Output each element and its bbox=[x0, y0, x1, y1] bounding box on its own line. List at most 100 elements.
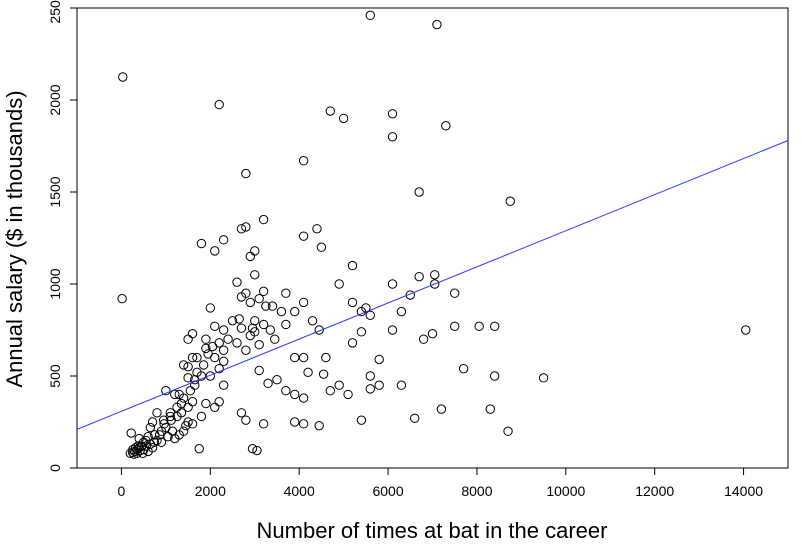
plot-frame bbox=[76, 7, 789, 469]
points-layer bbox=[117, 10, 751, 459]
data-point bbox=[241, 345, 251, 355]
data-point bbox=[303, 367, 313, 378]
data-point bbox=[183, 402, 193, 412]
data-point bbox=[245, 251, 256, 262]
data-point bbox=[185, 386, 196, 396]
data-point bbox=[396, 306, 407, 317]
data-point bbox=[314, 325, 324, 335]
data-point bbox=[343, 389, 353, 400]
data-point bbox=[245, 330, 256, 341]
data-point bbox=[236, 292, 247, 302]
data-point bbox=[290, 352, 300, 363]
data-point bbox=[134, 433, 144, 444]
data-point bbox=[236, 408, 247, 418]
data-point bbox=[265, 325, 276, 335]
data-point bbox=[247, 443, 258, 454]
data-point bbox=[356, 327, 367, 337]
data-point bbox=[161, 386, 171, 396]
data-point bbox=[450, 288, 460, 298]
data-point bbox=[410, 413, 420, 424]
data-point bbox=[276, 306, 287, 317]
data-point bbox=[432, 19, 442, 30]
data-point bbox=[117, 294, 127, 304]
data-point bbox=[241, 168, 251, 179]
data-point bbox=[272, 374, 282, 385]
data-point bbox=[396, 380, 407, 390]
x-tick-label: 12000 bbox=[635, 483, 674, 499]
data-point bbox=[298, 352, 309, 363]
data-point bbox=[281, 288, 291, 298]
y-tick-label: 500 bbox=[47, 364, 63, 388]
data-point bbox=[232, 338, 242, 348]
data-point bbox=[474, 321, 484, 332]
data-point bbox=[236, 224, 247, 234]
data-point bbox=[258, 319, 269, 330]
data-point bbox=[145, 422, 156, 433]
data-point bbox=[347, 338, 358, 348]
data-point bbox=[490, 321, 500, 332]
data-point bbox=[128, 444, 138, 455]
data-point bbox=[281, 386, 291, 396]
data-point bbox=[374, 354, 384, 365]
data-point bbox=[218, 235, 229, 245]
data-point bbox=[252, 445, 262, 456]
data-point bbox=[334, 279, 344, 289]
data-point bbox=[258, 286, 269, 297]
data-point bbox=[298, 393, 309, 403]
data-point bbox=[365, 371, 375, 381]
data-point bbox=[538, 373, 549, 383]
data-point bbox=[205, 303, 216, 313]
data-point bbox=[298, 297, 309, 308]
data-point bbox=[150, 430, 160, 440]
data-point bbox=[187, 397, 198, 407]
data-point bbox=[170, 433, 180, 444]
data-point bbox=[290, 389, 300, 400]
data-point bbox=[414, 271, 424, 282]
data-point bbox=[505, 196, 515, 206]
data-point bbox=[261, 301, 271, 311]
data-point bbox=[223, 334, 233, 344]
data-point bbox=[152, 408, 162, 418]
data-point bbox=[183, 334, 193, 344]
data-point bbox=[138, 448, 148, 458]
data-point bbox=[203, 349, 213, 359]
data-point bbox=[196, 411, 207, 422]
data-point bbox=[214, 99, 224, 110]
data-point bbox=[325, 386, 335, 396]
x-tick-label: 2000 bbox=[195, 483, 226, 499]
data-point bbox=[187, 352, 198, 363]
data-point bbox=[201, 398, 211, 409]
data-point bbox=[187, 328, 198, 339]
data-point bbox=[741, 325, 751, 335]
data-point bbox=[334, 380, 344, 390]
data-point bbox=[156, 437, 167, 447]
data-point bbox=[427, 328, 438, 339]
data-point bbox=[503, 426, 513, 436]
y-axis-title: Annual salary ($ in thousands) bbox=[2, 90, 27, 387]
data-point bbox=[263, 378, 273, 389]
data-point bbox=[234, 314, 244, 324]
data-point bbox=[387, 109, 398, 119]
data-point bbox=[387, 279, 398, 289]
data-point bbox=[347, 297, 358, 308]
data-point bbox=[347, 260, 358, 271]
data-point bbox=[210, 402, 220, 412]
data-point bbox=[356, 415, 367, 425]
x-tick-label: 14000 bbox=[724, 483, 763, 499]
x-tick-label: 4000 bbox=[284, 483, 315, 499]
data-point bbox=[318, 369, 329, 379]
data-point bbox=[316, 242, 327, 252]
data-point bbox=[314, 420, 324, 431]
data-point bbox=[183, 417, 193, 427]
data-point bbox=[290, 417, 300, 427]
y-tick-label: 2500 bbox=[47, 0, 63, 24]
data-point bbox=[170, 389, 180, 400]
x-tick-label: 10000 bbox=[546, 483, 585, 499]
data-point bbox=[436, 404, 447, 414]
data-point bbox=[183, 373, 193, 383]
data-point bbox=[321, 352, 331, 363]
data-point bbox=[430, 270, 440, 280]
data-point bbox=[458, 363, 469, 374]
data-point bbox=[254, 294, 264, 304]
